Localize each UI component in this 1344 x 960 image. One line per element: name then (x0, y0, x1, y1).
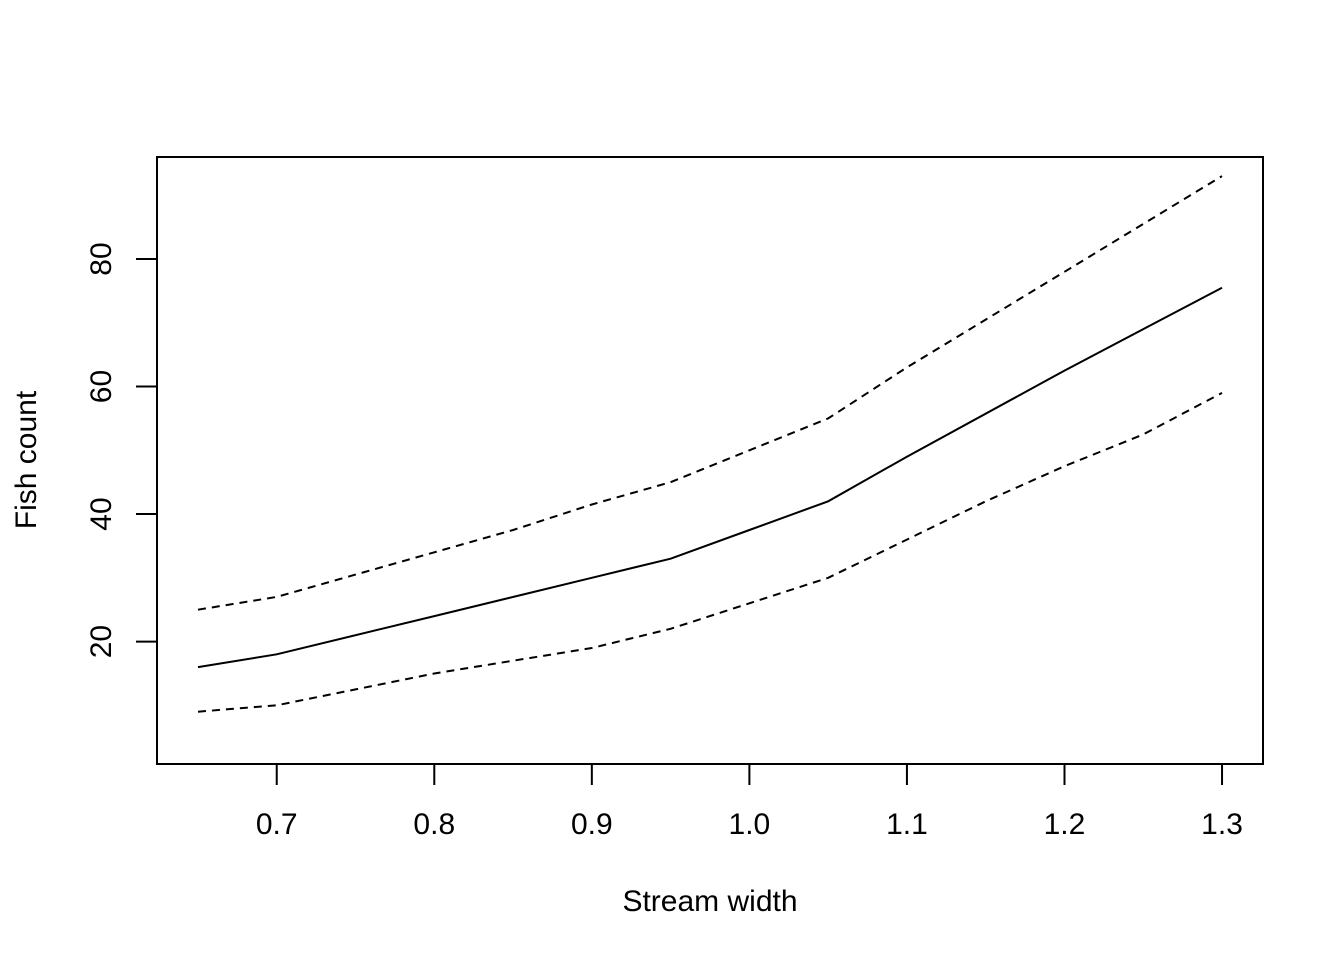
y-tick-label: 60 (85, 370, 118, 403)
y-tick-label: 20 (85, 625, 118, 658)
x-axis: 0.7 0.8 0.9 1.0 1.1 1.2 1.3 (256, 763, 1243, 841)
series-layer (197, 175, 1223, 713)
x-tick-label: 0.9 (571, 808, 613, 841)
x-tick-label: 1.0 (729, 808, 771, 841)
plot-frame (156, 156, 1264, 765)
x-tick-label: 1.1 (886, 808, 928, 841)
series-line-1 (197, 175, 1223, 611)
x-axis-title: Stream width (622, 885, 797, 918)
x-tick-label: 1.2 (1044, 808, 1086, 841)
x-tick-label: 0.7 (256, 808, 298, 841)
y-axis-title: Fish count (10, 390, 43, 529)
x-tick-label: 1.3 (1201, 808, 1243, 841)
y-tick-label: 40 (85, 497, 118, 530)
y-axis: 20 40 60 80 (85, 242, 158, 658)
series-line-3 (197, 392, 1223, 713)
y-tick-label: 80 (85, 242, 118, 275)
x-tick-label: 0.8 (413, 808, 455, 841)
series-line-2 (197, 286, 1223, 669)
